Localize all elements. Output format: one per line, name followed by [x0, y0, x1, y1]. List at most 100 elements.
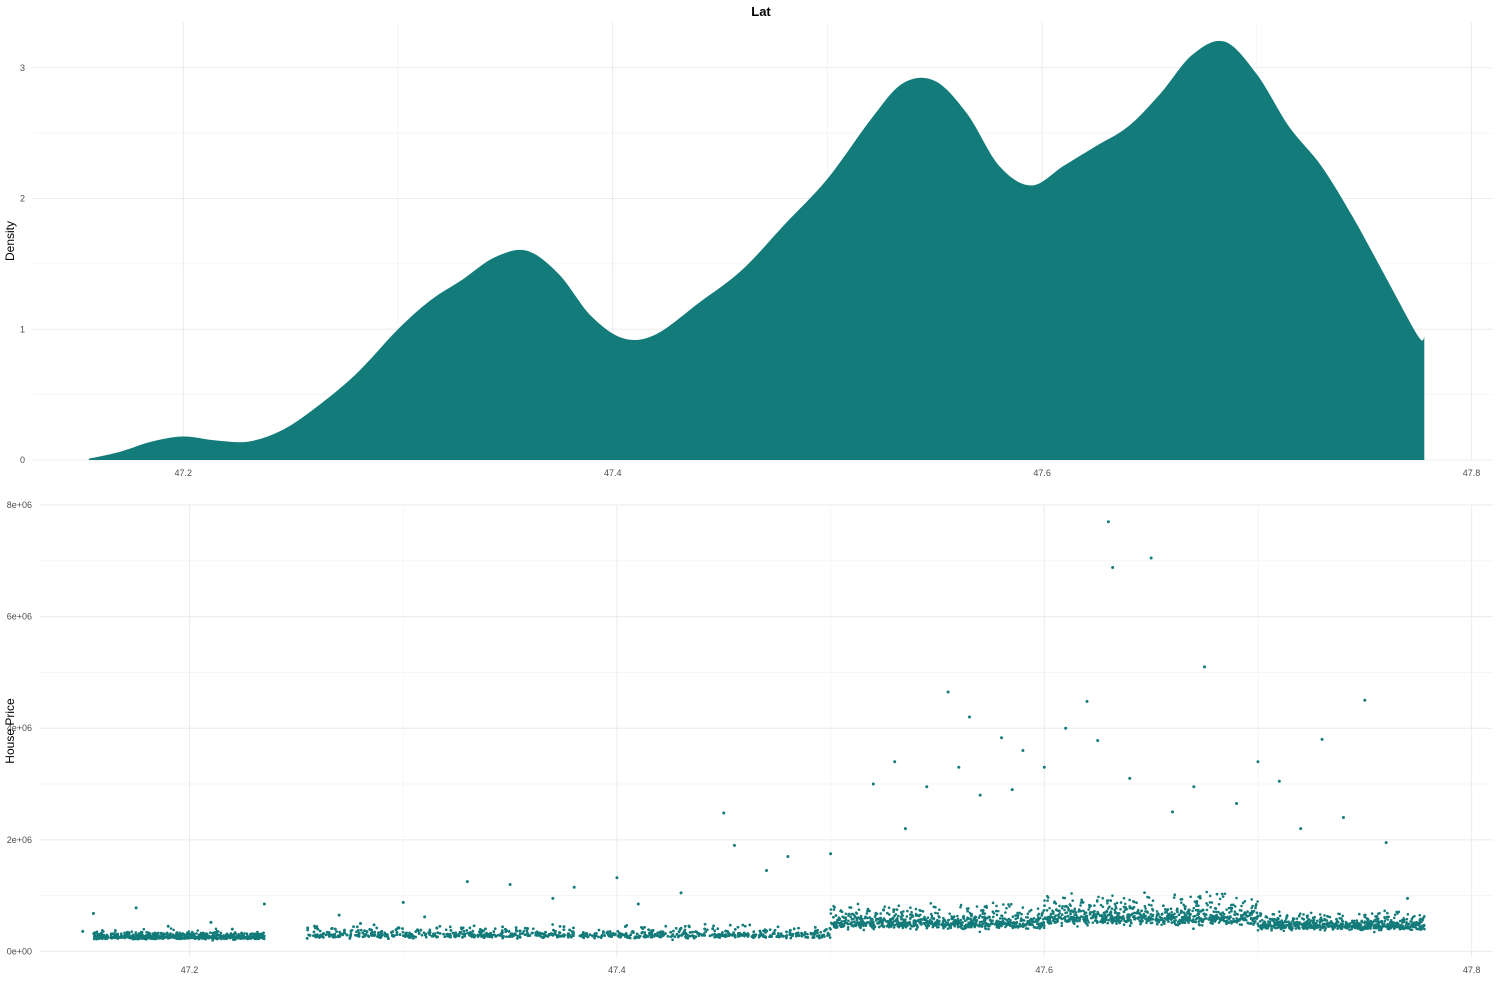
scatter-point: [887, 906, 891, 910]
scatter-point: [696, 932, 699, 935]
scatter-point: [140, 930, 144, 934]
scatter-point: [753, 933, 756, 937]
scatter-point: [1105, 899, 1109, 903]
scatter-point: [795, 933, 799, 937]
scatter-point: [694, 935, 698, 938]
scatter-point: [1326, 914, 1329, 918]
scatter-point: [949, 926, 952, 930]
scatter-point: [1190, 919, 1193, 922]
scatter-point: [1277, 910, 1281, 913]
scatter-point: [349, 929, 353, 933]
scatter-point: [1016, 911, 1019, 915]
scatter-point: [438, 924, 442, 928]
scatter-point: [591, 934, 594, 938]
scatter-point: [205, 932, 208, 935]
scatter-point: [466, 931, 469, 935]
scatter-point: [567, 932, 570, 935]
scatter-point: [241, 933, 245, 936]
scatter-point: [995, 925, 999, 929]
scatter-point: [195, 932, 198, 935]
scatter-point: [1227, 921, 1231, 925]
scatter-point: [330, 927, 333, 930]
scatter-point: [571, 933, 574, 936]
scatter-point: [191, 934, 194, 938]
scatter-point: [174, 936, 178, 940]
scatter-point: [148, 932, 152, 935]
scatter-point: [1223, 892, 1227, 896]
scatter-point: [643, 925, 646, 929]
scatter-point: [1179, 898, 1183, 901]
scatter-point: [1195, 902, 1198, 905]
scatter-point: [846, 928, 850, 931]
scatter-point: [1237, 918, 1240, 921]
scatter-point: [1051, 912, 1055, 915]
scatter-point: [1202, 912, 1206, 916]
scatter-point: [929, 902, 933, 905]
scatter-point: [1077, 916, 1081, 920]
x-tick-label: 47.8: [1463, 468, 1481, 478]
scatter-point: [1146, 911, 1149, 914]
scatter-point: [1180, 901, 1183, 904]
scatter-point: [181, 936, 184, 940]
y-tick-label: 1: [20, 324, 25, 334]
scatter-point: [195, 935, 198, 939]
scatter-point: [232, 933, 235, 936]
scatter-point: [562, 928, 566, 931]
scatter-point: [1014, 921, 1018, 925]
scatter-point: [862, 928, 866, 932]
scatter-point: [733, 933, 737, 937]
scatter-point: [983, 912, 987, 915]
scatter-point: [1116, 917, 1119, 921]
x-tick-label: 47.6: [1033, 468, 1051, 478]
scatter-point: [1227, 916, 1231, 920]
scatter-point: [163, 932, 167, 936]
scatter-point: [984, 927, 988, 931]
scatter-point: [126, 933, 129, 937]
scatter-point: [1192, 927, 1195, 930]
scatter-point: [226, 935, 229, 939]
scatter-point: [516, 934, 520, 938]
scatter-point: [201, 931, 205, 935]
scatter-point: [1107, 913, 1110, 917]
scatter-point: [116, 935, 120, 939]
scatter-point: [1246, 910, 1249, 913]
scatter-point: [1122, 896, 1126, 900]
scatter-point: [1122, 905, 1126, 909]
scatter-point: [1240, 923, 1244, 927]
scatter-point: [743, 934, 746, 938]
scatter-point: [656, 931, 660, 935]
scatter-point: [1245, 914, 1248, 917]
scatter-point: [361, 931, 365, 935]
scatter-point: [1101, 921, 1105, 925]
scatter-point: [361, 935, 365, 939]
scatter-point: [896, 922, 899, 926]
scatter-point: [1048, 906, 1051, 910]
scatter-point: [856, 916, 860, 919]
scatter-point: [853, 920, 856, 924]
scatter-point: [855, 912, 859, 915]
scatter-point: [813, 929, 817, 933]
scatter-point: [335, 930, 338, 933]
scatter-point: [741, 923, 745, 927]
scatter-point: [501, 925, 504, 929]
scatter-point: [336, 935, 340, 939]
scatter-point: [436, 935, 439, 939]
scatter-point: [386, 935, 389, 938]
scatter-point: [442, 932, 445, 936]
scatter-point: [850, 912, 853, 916]
scatter-point: [918, 908, 921, 912]
scatter-point: [1049, 915, 1052, 918]
scatter-point: [608, 930, 612, 933]
scatter-point: [1178, 919, 1182, 922]
scatter-point: [377, 931, 380, 935]
scatter-point: [542, 932, 545, 936]
scatter-point: [890, 921, 894, 924]
scatter-point: [1202, 917, 1206, 921]
scatter-point: [580, 934, 583, 938]
scatter-point: [1111, 921, 1114, 925]
scatter-point: [538, 931, 542, 935]
scatter-point: [1183, 921, 1186, 924]
scatter-point: [1249, 921, 1253, 925]
scatter-point: [855, 919, 859, 922]
